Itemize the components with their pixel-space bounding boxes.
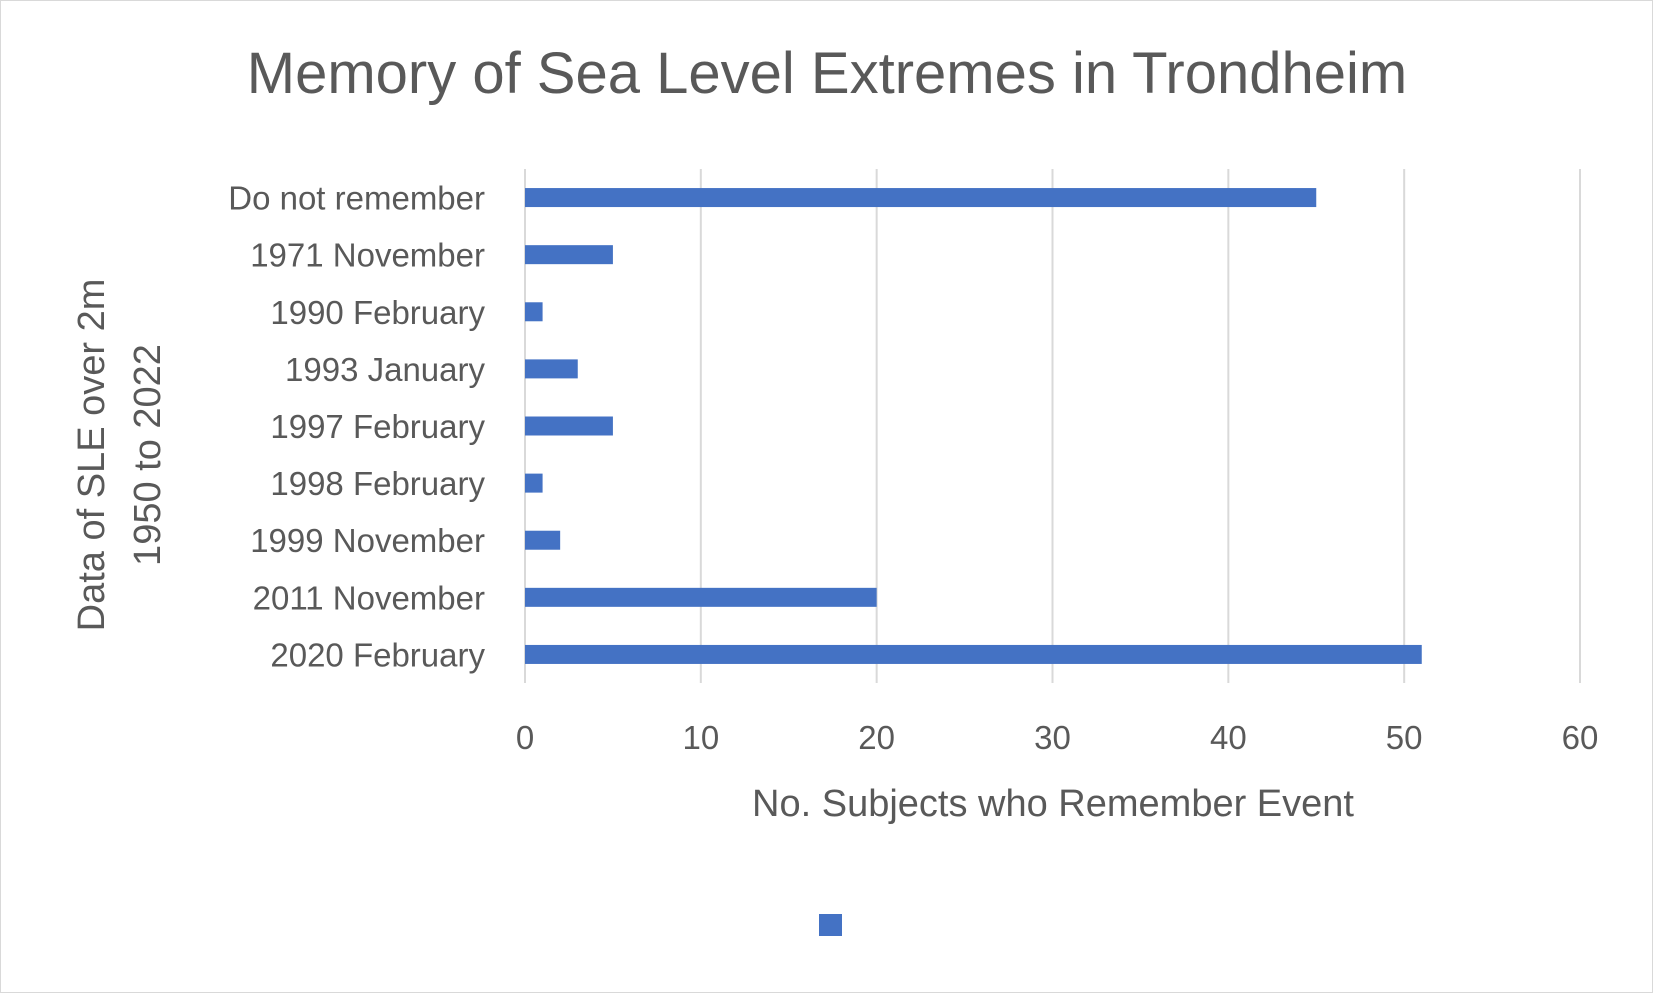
x-tick-label: 20 <box>858 719 895 756</box>
bar <box>525 644 1422 664</box>
bar <box>525 188 1317 208</box>
x-tick-label: 0 <box>516 719 534 756</box>
y-tick-label: 2020 February <box>270 636 485 673</box>
bar <box>525 473 543 493</box>
x-tick-label: 30 <box>1034 719 1071 756</box>
legend-swatch <box>819 914 842 936</box>
x-axis-title: No. Subjects who Remember Event <box>752 783 1354 825</box>
bars <box>525 188 1422 664</box>
bar <box>525 302 543 322</box>
x-tick-label: 40 <box>1210 719 1247 756</box>
x-tick-label: 60 <box>1562 719 1599 756</box>
y-tick-label: 1971 November <box>250 237 485 274</box>
y-tick-label: 1993 January <box>285 351 485 388</box>
y-tick-labels: Do not remember 1971 November 1990 Februar… <box>228 180 485 674</box>
bar <box>525 416 613 436</box>
y-tick-label: 2011 November <box>253 579 485 616</box>
y-tick-label: 1999 November <box>250 522 485 559</box>
x-tick-label: 50 <box>1386 719 1423 756</box>
bar <box>525 245 613 265</box>
bar <box>525 587 877 607</box>
y-tick-label: 1997 February <box>270 408 485 445</box>
y-axis-title-line-2: 1950 to 2022 <box>127 344 169 566</box>
chart-title: Memory of Sea Level Extremes in Trondhei… <box>247 41 1407 106</box>
y-tick-label: 1990 February <box>270 294 485 331</box>
x-tick-label: 10 <box>682 719 719 756</box>
bar <box>525 530 561 550</box>
y-tick-label: Do not remember <box>228 180 485 217</box>
y-axis-title-line-1: Data of SLE over 2m <box>71 279 113 632</box>
y-tick-label: 1998 February <box>270 465 485 502</box>
y-axis-title: Data of SLE over 2m 1950 to 2022 <box>71 279 169 632</box>
x-tick-labels: 0 10 20 30 40 50 60 <box>516 719 1599 756</box>
bar <box>525 359 578 379</box>
